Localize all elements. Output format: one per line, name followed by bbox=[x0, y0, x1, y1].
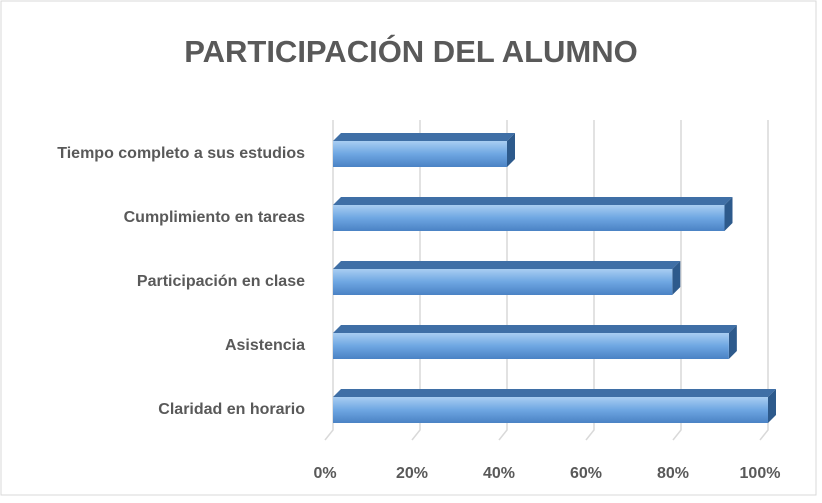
chart-title: PARTICIPACIÓN DEL ALUMNO bbox=[184, 33, 638, 69]
x-tick-label: 100% bbox=[740, 465, 781, 482]
bar bbox=[333, 133, 515, 167]
bar bbox=[333, 261, 681, 295]
y-tick-label: Claridad en horario bbox=[158, 401, 305, 418]
y-tick-label: Cumplimiento en tareas bbox=[124, 209, 305, 226]
bar bbox=[333, 325, 737, 359]
x-tick-label: 0% bbox=[313, 465, 336, 482]
y-tick-label: Asistencia bbox=[225, 337, 305, 354]
x-tick-label: 80% bbox=[657, 465, 689, 482]
x-tick-label: 20% bbox=[396, 465, 428, 482]
y-tick-label: Tiempo completo a sus estudios bbox=[57, 145, 305, 162]
y-tick-label: Participación en clase bbox=[137, 273, 305, 290]
x-tick-label: 60% bbox=[570, 465, 602, 482]
bar bbox=[333, 389, 776, 423]
x-tick-label: 40% bbox=[483, 465, 515, 482]
bar bbox=[333, 197, 733, 231]
grid-line bbox=[759, 120, 769, 441]
